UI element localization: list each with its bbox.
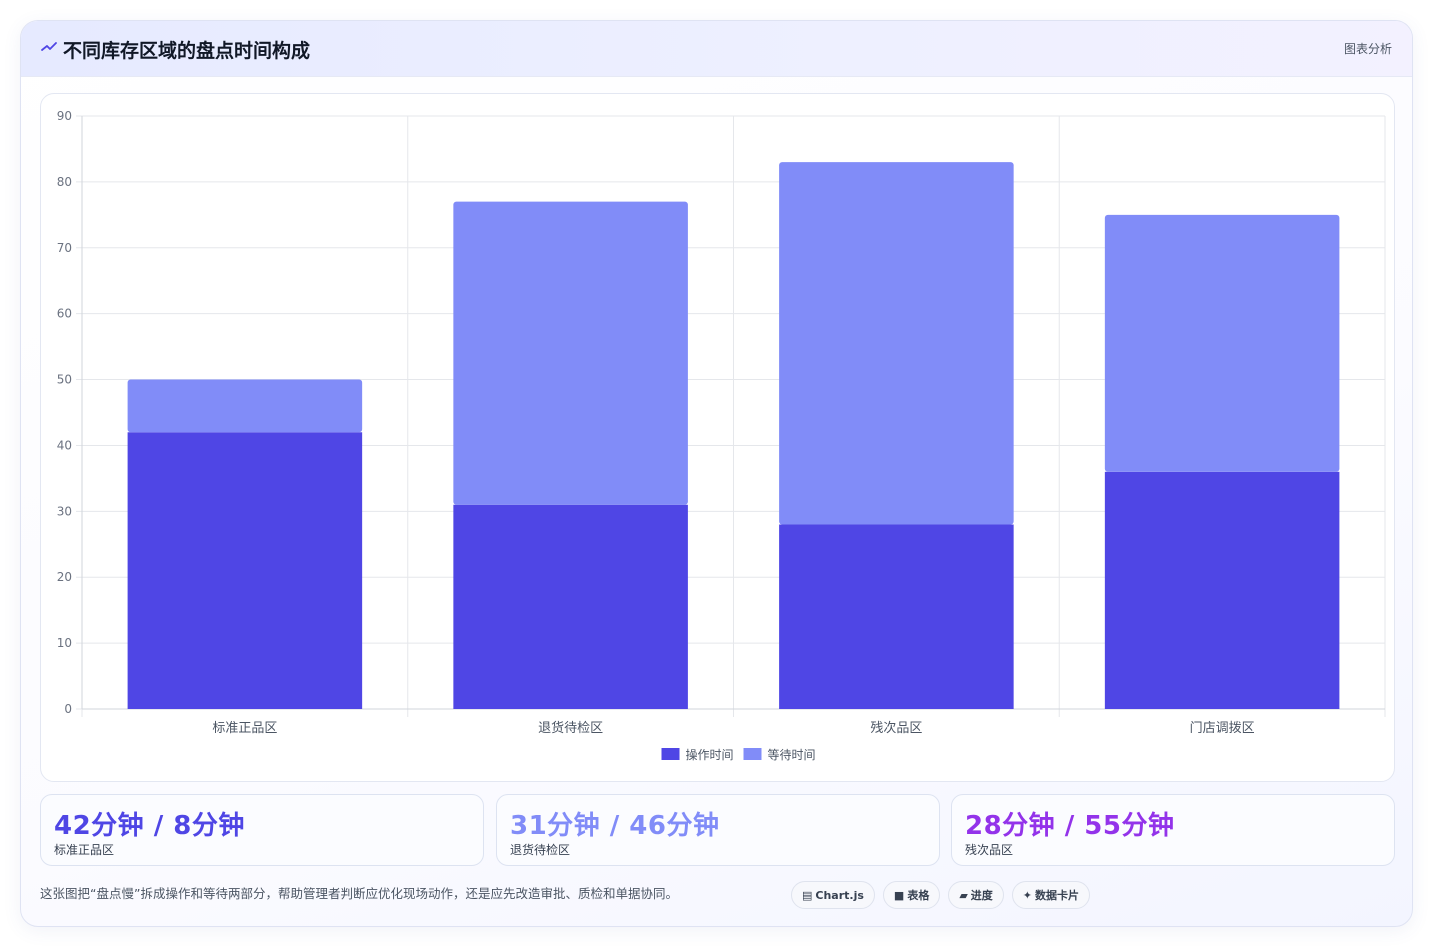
y-tick-label: 30	[57, 504, 72, 518]
bar-segment	[1104, 214, 1340, 472]
bar-segment	[779, 162, 1014, 525]
y-tick-label: 70	[57, 241, 72, 255]
chart-analysis-tag: 图表分析	[1343, 42, 1392, 56]
stat-value: 31分钟 / 46分钟	[510, 811, 720, 841]
stat-card-returns: 31分钟 / 46分钟 退货待检区	[496, 794, 940, 866]
chart-icon: ▤	[802, 888, 813, 902]
chip-label: 表格	[907, 889, 930, 902]
chip-label: 进度	[970, 889, 993, 902]
legend-swatch	[743, 748, 762, 760]
chip-chartjs[interactable]: ▤ Chart.js	[791, 881, 875, 909]
bar-segment	[453, 504, 688, 709]
chip-table[interactable]: ■ 表格	[882, 881, 941, 909]
y-tick-label: 50	[57, 373, 72, 387]
y-tick-label: 0	[64, 702, 72, 716]
sparkle-icon: ✦	[1022, 888, 1033, 902]
y-tick-label: 60	[57, 307, 72, 321]
bar-segment	[779, 524, 1014, 709]
x-tick-label: 退货待检区	[538, 720, 603, 736]
stat-label: 残次品区	[965, 843, 1014, 857]
y-tick-label: 80	[57, 175, 72, 189]
bar-segment	[453, 201, 688, 505]
chip-progress[interactable]: ▰ 进度	[948, 881, 1004, 909]
x-tick-label: 标准正品区	[212, 721, 277, 736]
chip-label: Chart.js	[815, 888, 864, 902]
stat-label: 退货待检区	[510, 843, 571, 857]
legend-label: 等待时间	[768, 748, 816, 762]
stacked-bar-chart: 0 10 20 30 40 50 60 70 80 90 标准正品区 退货待检区 残次品区 门店调拨区操作…	[57, 109, 1386, 762]
chip-data-card[interactable]: ✦ 数据卡片	[1011, 881, 1091, 909]
bar-segment	[127, 379, 363, 433]
y-tick-label: 40	[57, 438, 72, 452]
y-tick-label: 10	[57, 636, 72, 650]
y-tick-label: 90	[57, 109, 72, 123]
stat-value: 42分钟 / 8分钟	[54, 811, 245, 841]
x-tick-label: 残次品区	[870, 720, 922, 736]
card-header: 不同库存区域的盘点时间构成 图表分析	[21, 21, 1412, 77]
feature-chips: ▤ Chart.js ■ 表格 ▰ 进度 ✦ 数据卡片	[791, 881, 1091, 909]
stat-card-standard: 42分钟 / 8分钟 标准正品区	[40, 794, 484, 866]
bar-segment	[1104, 471, 1340, 709]
x-tick-label: 门店调拨区	[1190, 721, 1255, 736]
chart-card: 不同库存区域的盘点时间构成 图表分析 0 10 20 30 40 50 60 70 80 90 标准…	[20, 20, 1413, 927]
legend-label: 操作时间	[686, 747, 734, 762]
stat-card-defective: 28分钟 / 55分钟 残次品区	[951, 794, 1395, 866]
progress-icon: ▰	[959, 888, 968, 902]
legend-swatch	[661, 748, 680, 760]
bar-segment	[127, 432, 363, 709]
chart-title: 不同库存区域的盘点时间构成	[63, 40, 311, 62]
chart-description: 这张图把“盘点慢”拆成操作和等待两部分，帮助管理者判断应优化现场动作，还是应先改…	[40, 886, 678, 901]
table-icon: ■	[893, 888, 905, 902]
y-tick-label: 20	[57, 570, 72, 584]
chart-area: 0 10 20 30 40 50 60 70 80 90 标准正品区 退货待检区 残次品区 门店调拨区操作…	[40, 93, 1395, 782]
chip-label: 数据卡片	[1035, 889, 1080, 902]
stat-label: 标准正品区	[54, 843, 115, 857]
trend-line-icon	[41, 42, 57, 51]
stat-value: 28分钟 / 55分钟	[965, 811, 1175, 841]
